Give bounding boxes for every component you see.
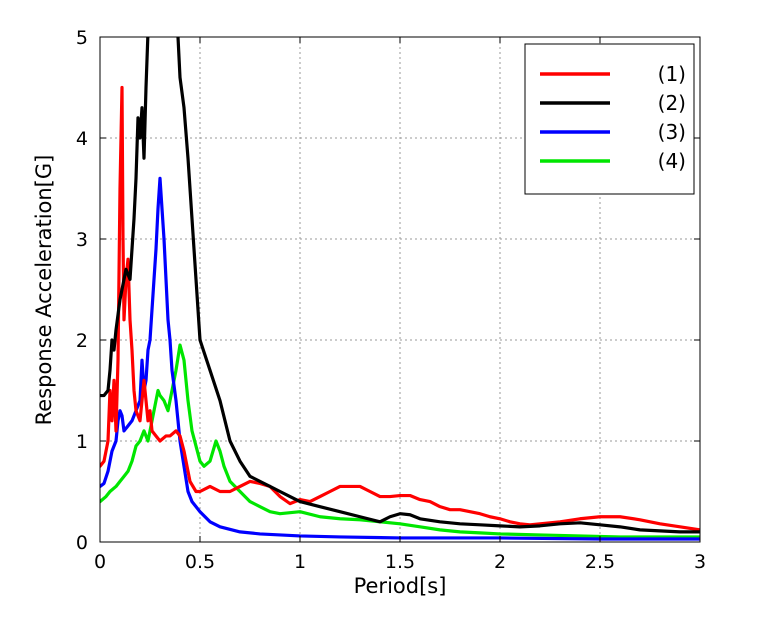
series-line-3 xyxy=(100,176,700,541)
series-line-2 xyxy=(100,37,700,534)
y-axis-label: Response Acceleration[G] xyxy=(32,155,56,426)
y-tick-label: 0 xyxy=(76,532,88,554)
x-tick-label: 1.5 xyxy=(385,551,415,573)
series-line-4 xyxy=(100,343,700,539)
y-tick-label: 5 xyxy=(76,27,88,49)
x-tick-label: 0.5 xyxy=(185,551,215,573)
x-tick-label: 3 xyxy=(694,551,706,573)
legend-box xyxy=(524,43,695,195)
x-axis-label: Period[s] xyxy=(354,574,447,598)
series-group xyxy=(100,37,700,541)
x-tick-label: 1 xyxy=(294,551,306,573)
axis-ticks xyxy=(99,36,701,543)
legend-label-4: (4) xyxy=(658,149,686,173)
y-tick-label: 2 xyxy=(76,330,88,352)
legend-label-2: (2) xyxy=(658,91,686,115)
x-tick-label: 2 xyxy=(494,551,506,573)
x-tick-label: 0 xyxy=(94,551,106,573)
legend: (1) (2) (3) (4) xyxy=(524,43,695,195)
x-tick-labels: 0 0.5 1 1.5 2 2.5 3 xyxy=(94,551,706,573)
y-tick-label: 1 xyxy=(76,431,88,453)
y-tick-label: 4 xyxy=(76,128,88,150)
legend-label-1: (1) xyxy=(658,62,686,86)
y-tick-labels: 0 1 2 3 4 5 xyxy=(76,27,88,554)
y-tick-label: 3 xyxy=(76,229,88,251)
legend-label-3: (3) xyxy=(658,120,686,144)
x-tick-label: 2.5 xyxy=(585,551,615,573)
